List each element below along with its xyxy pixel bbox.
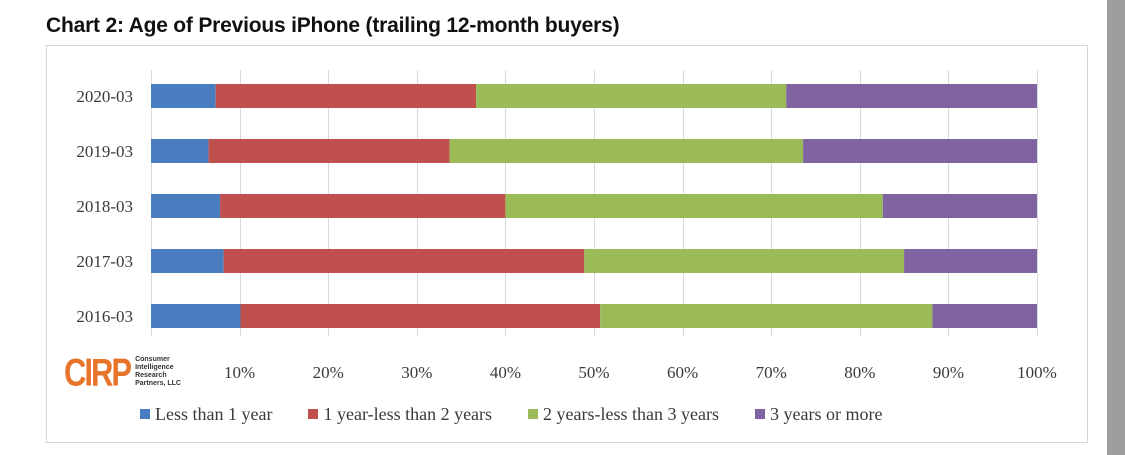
- legend-item: 2 years-less than 3 years: [528, 404, 719, 425]
- legend-item: 3 years or more: [755, 404, 882, 425]
- x-tick-label: 90%: [933, 363, 964, 382]
- bar-segment: [151, 194, 221, 218]
- x-tick-label: 30%: [401, 363, 432, 382]
- bar-segment: [476, 84, 787, 108]
- logo-mark: CIRP: [64, 350, 132, 394]
- page-edge-bar: [1107, 0, 1125, 455]
- legend-swatch: [140, 409, 150, 419]
- bar-segment: [449, 139, 804, 163]
- bar-segment: [240, 304, 601, 328]
- legend-item: Less than 1 year: [140, 404, 272, 425]
- legend-swatch: [755, 409, 765, 419]
- x-tick-label: 100%: [1017, 363, 1057, 382]
- bar-segment: [803, 139, 1037, 163]
- bar-segment: [584, 249, 905, 273]
- category-label: 2017-03: [76, 252, 133, 271]
- bar-segment: [505, 194, 883, 218]
- bar-segment: [151, 304, 241, 328]
- bar-segment: [151, 84, 216, 108]
- chart-frame: [46, 45, 1088, 443]
- category-label: 2018-03: [76, 197, 133, 216]
- bar-segment: [208, 139, 450, 163]
- logo-line: Partners, LLC: [135, 380, 181, 387]
- x-tick-label: 20%: [313, 363, 344, 382]
- logo-line: Intelligence: [135, 364, 174, 371]
- bar-segment: [151, 249, 224, 273]
- category-label: 2020-03: [76, 87, 133, 106]
- bar-segment: [151, 139, 209, 163]
- legend-swatch: [308, 409, 319, 419]
- legend-label: Less than 1 year: [155, 403, 273, 424]
- x-tick-label: 60%: [667, 363, 698, 382]
- bar-segment: [932, 304, 1037, 328]
- bar-segment: [220, 194, 506, 218]
- x-tick-label: 50%: [578, 363, 609, 382]
- category-label: 2019-03: [76, 142, 133, 161]
- legend-label: 2 years-less than 3 years: [543, 403, 719, 424]
- bar-segment: [882, 194, 1037, 218]
- bar-segment: [223, 249, 585, 273]
- bar-segment: [215, 84, 477, 108]
- chart-legend: Less than 1 year 1 year-less than 2 years…: [140, 402, 882, 426]
- x-tick-label: 80%: [844, 363, 875, 382]
- logo-line: Research: [135, 372, 167, 379]
- legend-item: 1 year-less than 2 years: [308, 404, 492, 425]
- x-tick-label: 70%: [756, 363, 787, 382]
- category-label: 2016-03: [76, 307, 133, 326]
- logo-text: Consumer Intelligence Research Partners,…: [135, 356, 181, 388]
- logo-line: Consumer: [135, 356, 170, 363]
- legend-label: 1 year-less than 2 years: [323, 403, 493, 424]
- bar-segment: [786, 84, 1037, 108]
- cirp-logo: CIRP Consumer Intelligence Research Part…: [64, 352, 181, 392]
- bar-segment: [904, 249, 1037, 273]
- bar-segment: [600, 304, 933, 328]
- legend-swatch: [528, 409, 539, 419]
- x-tick-label: 10%: [224, 363, 255, 382]
- chart-title: Chart 2: Age of Previous iPhone (trailin…: [46, 14, 620, 37]
- x-tick-label: 40%: [490, 363, 521, 382]
- legend-label: 3 years or more: [770, 403, 883, 424]
